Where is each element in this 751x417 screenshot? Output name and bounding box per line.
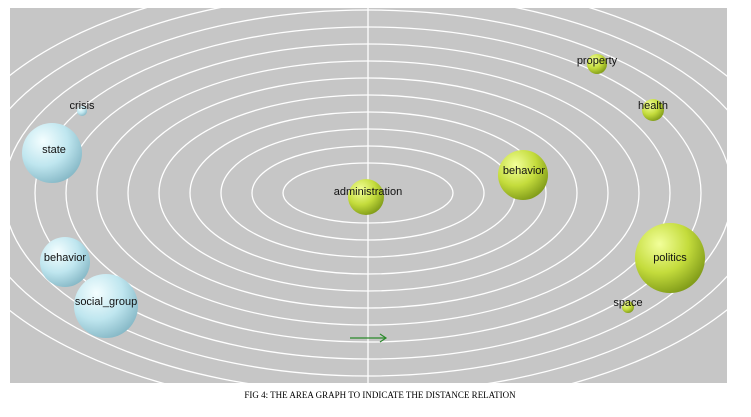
- node-label: health: [638, 100, 668, 112]
- node-bubble: [74, 274, 138, 338]
- node-bubble: [40, 237, 90, 287]
- nodes: administration behavior property health poli…: [22, 54, 705, 338]
- node-bubble: [22, 123, 82, 183]
- node-label: social_group: [75, 296, 137, 308]
- node-bubble: [77, 106, 87, 116]
- caption: FIG 4: THE AREA GRAPH TO INDICATE THE DI…: [244, 390, 516, 400]
- direction-arrow: [350, 333, 388, 343]
- node-bubble: [498, 150, 548, 200]
- node-label: property: [577, 55, 618, 67]
- node-label: behavior: [503, 165, 546, 177]
- node-bubble: [587, 54, 607, 74]
- node-label: administration: [334, 186, 402, 198]
- node-bubble: [642, 99, 664, 121]
- node-bubble: [348, 179, 384, 215]
- node-bubble: [622, 301, 634, 313]
- node-bubble: [635, 223, 705, 293]
- node-label: state: [42, 144, 66, 156]
- node-label: behavior: [44, 252, 87, 264]
- node-label: crisis: [69, 100, 95, 112]
- node-label: politics: [653, 252, 687, 264]
- node-label: space: [613, 297, 642, 309]
